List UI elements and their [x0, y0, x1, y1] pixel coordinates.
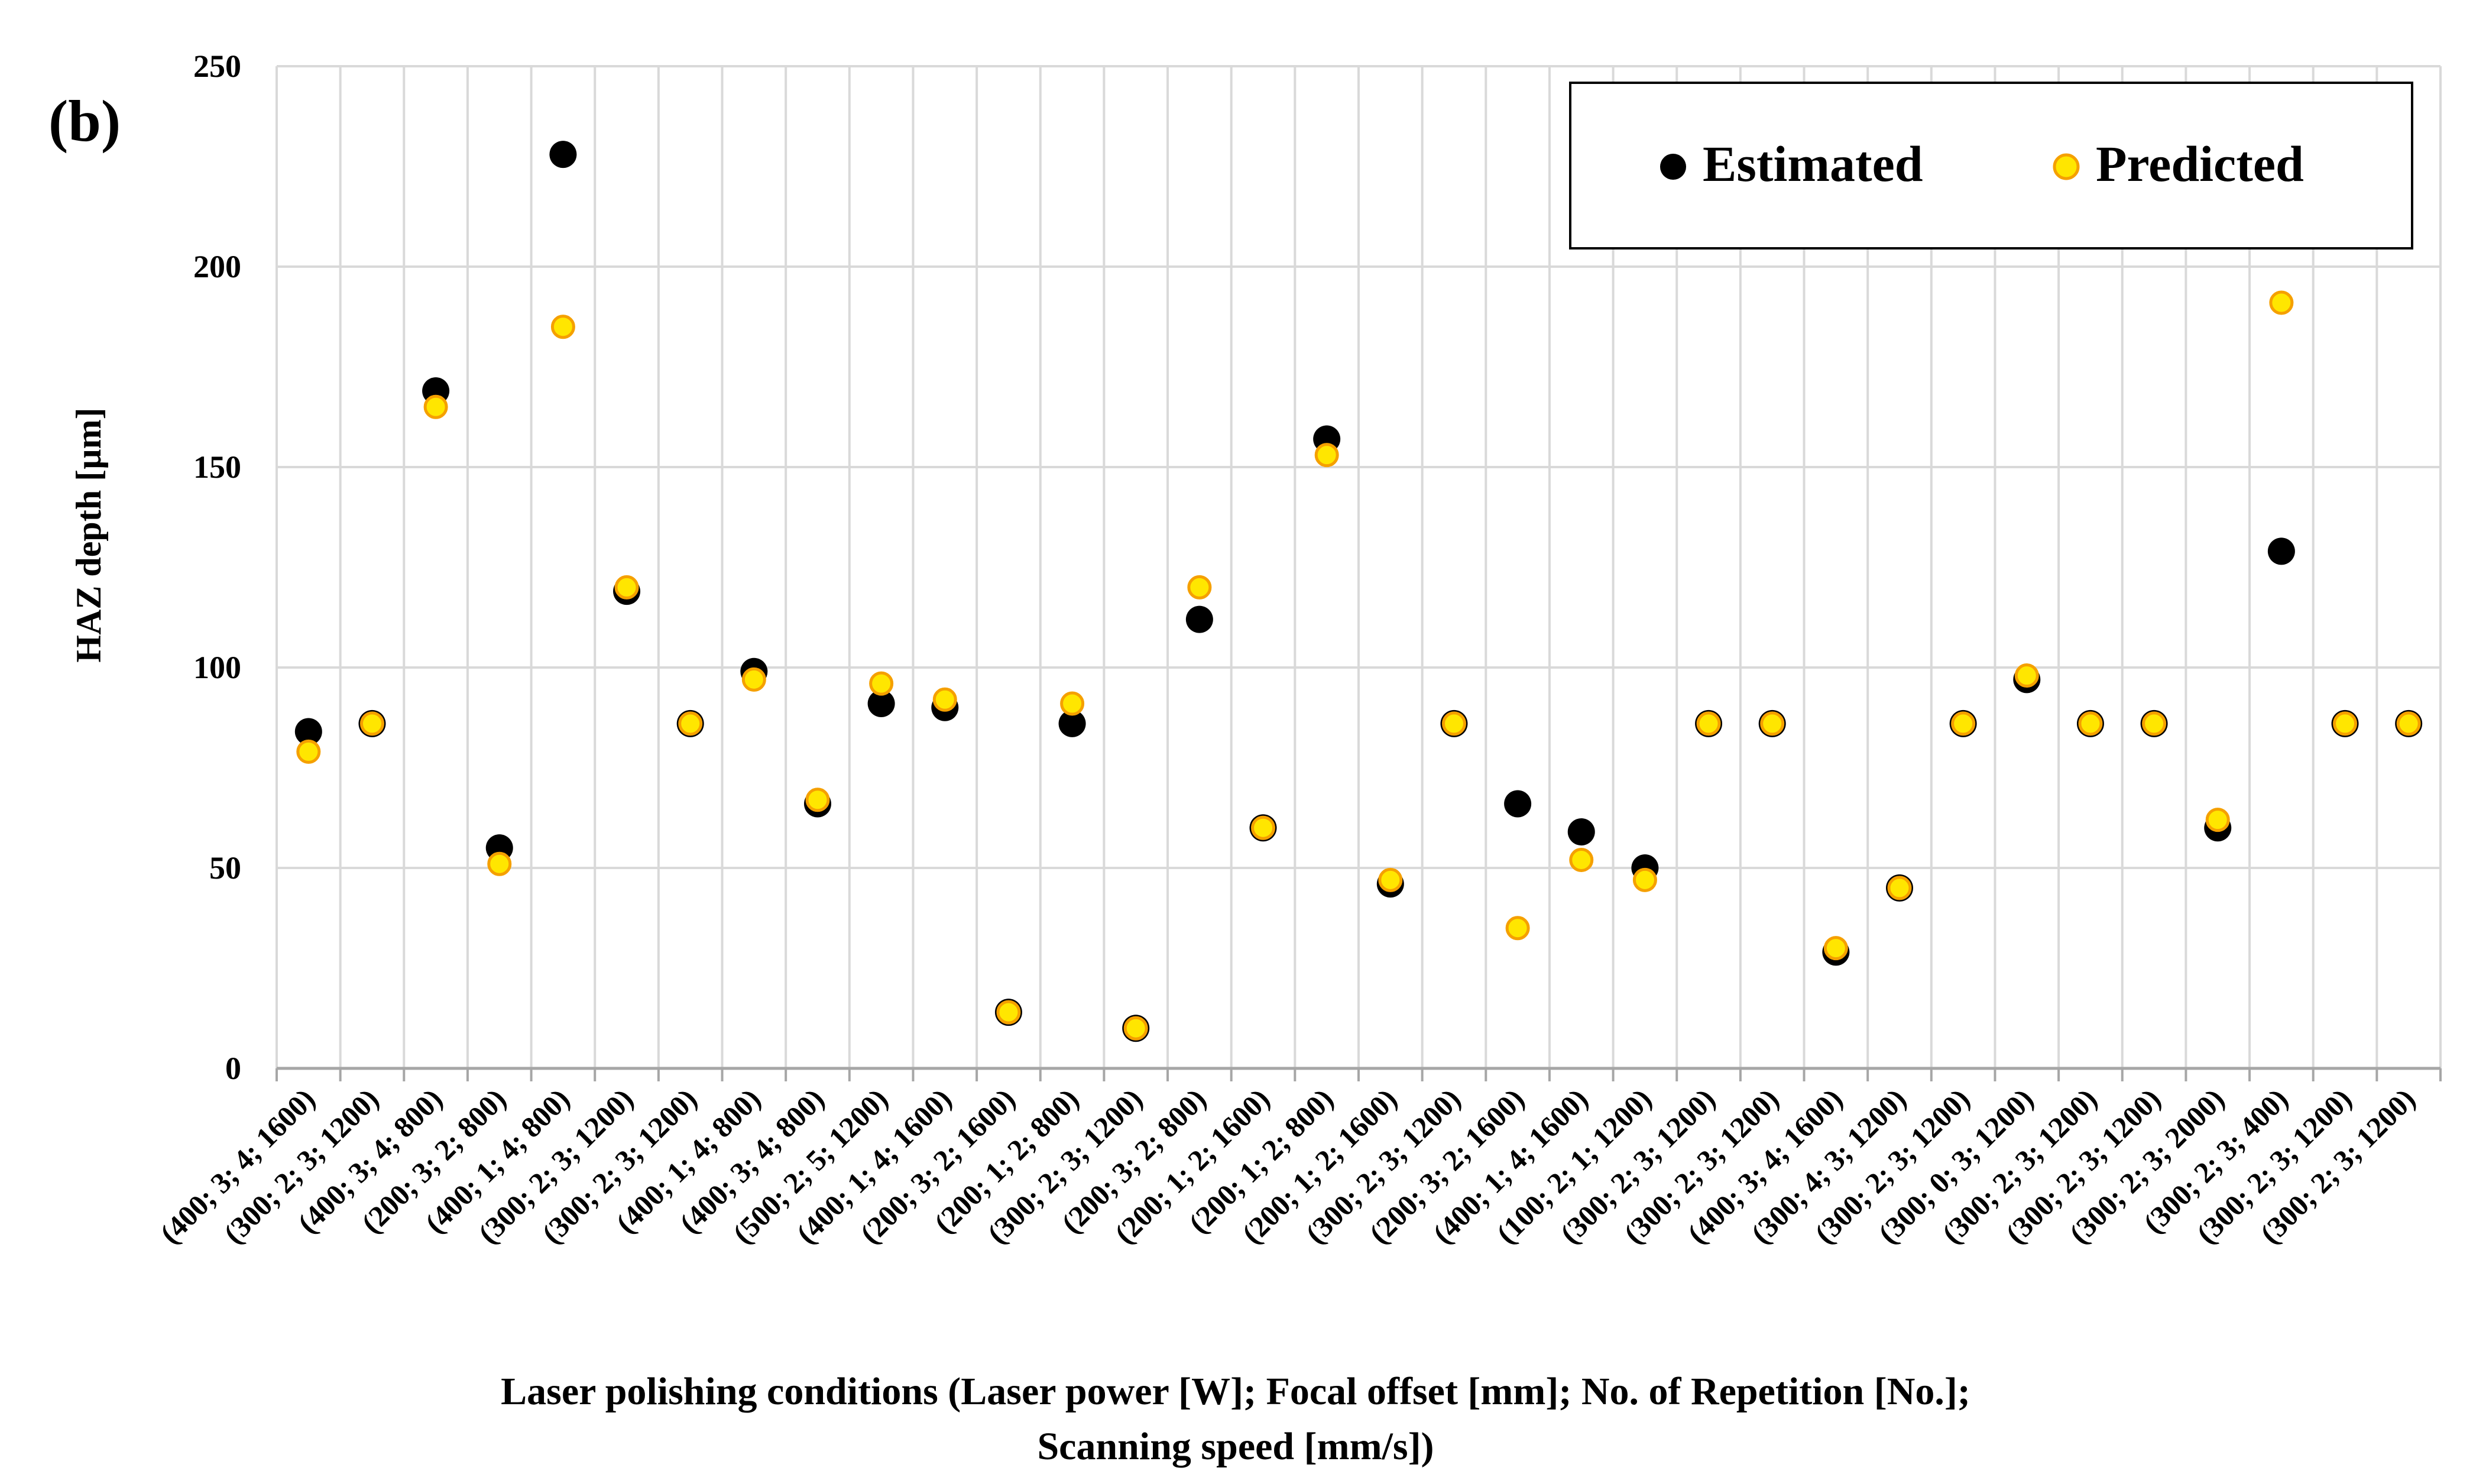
- estimated-point: [1185, 605, 1213, 633]
- estimated-point: [294, 718, 322, 746]
- x-axis-title-line1: Laser polishing conditions (Laser power …: [501, 1370, 1970, 1413]
- legend-marker-estimated: [1660, 154, 1686, 180]
- predicted-point: [487, 851, 512, 876]
- y-tick-label: 0: [225, 1051, 241, 1086]
- predicted-point: [1187, 575, 1212, 600]
- predicted-point: [869, 671, 894, 696]
- predicted-point: [1378, 867, 1403, 892]
- predicted-point: [741, 667, 766, 692]
- predicted-point: [2142, 711, 2167, 736]
- predicted-point: [1951, 711, 1976, 736]
- predicted-point: [1632, 867, 1657, 892]
- y-tick-label: 250: [193, 48, 241, 84]
- predicted-point: [678, 711, 703, 736]
- predicted-point: [296, 739, 321, 764]
- predicted-point: [1696, 711, 1721, 736]
- predicted-point: [996, 1000, 1021, 1025]
- y-tick-labels: 0 50 100 150 200 250: [193, 48, 241, 1086]
- predicted-point: [2269, 290, 2294, 315]
- x-axis-title-line2: Scanning speed [mm/s]): [1037, 1425, 1434, 1468]
- estimated-point: [549, 141, 577, 169]
- x-tick-labels: (400; 3; 4; 1600)(300; 2; 3; 1200)(400; …: [154, 1082, 2422, 1250]
- axis-layer: [276, 1067, 2442, 1081]
- predicted-point: [1887, 876, 1912, 900]
- predicted-point: [1441, 711, 1466, 736]
- predicted-point: [1823, 936, 1848, 961]
- series-predicted: [296, 290, 2421, 1041]
- legend-marker-predicted: [2053, 153, 2080, 180]
- predicted-point: [550, 315, 575, 339]
- predicted-point: [805, 788, 830, 812]
- predicted-point: [2078, 711, 2103, 736]
- predicted-point: [1123, 1016, 1148, 1041]
- estimated-point: [1058, 709, 1086, 737]
- legend: Estimated Predicted: [1569, 82, 2413, 250]
- estimated-point: [2267, 537, 2295, 565]
- y-tick-label: 150: [193, 449, 241, 485]
- predicted-point: [1505, 916, 1530, 941]
- predicted-point: [1569, 847, 1594, 872]
- legend-label-predicted: Predicted: [2096, 135, 2304, 192]
- predicted-point: [359, 711, 384, 736]
- y-tick-label: 50: [209, 850, 241, 886]
- legend-box: [1569, 82, 2413, 250]
- estimated-point: [1504, 790, 1532, 818]
- predicted-point: [2396, 711, 2421, 736]
- predicted-point: [2205, 808, 2230, 832]
- estimated-point: [867, 690, 895, 718]
- predicted-point: [423, 394, 448, 419]
- predicted-point: [1251, 815, 1276, 840]
- legend-label-estimated: Estimated: [1703, 135, 1923, 192]
- grid-layer: [276, 65, 2442, 1068]
- predicted-point: [1760, 711, 1785, 736]
- predicted-point: [932, 687, 957, 712]
- predicted-point: [1314, 443, 1339, 468]
- estimated-point: [1567, 818, 1595, 845]
- y-axis-title: HAZ depth [µm]: [69, 407, 108, 662]
- y-tick-label: 100: [193, 650, 241, 685]
- predicted-point: [2333, 711, 2358, 736]
- panel-label: (b): [48, 88, 121, 154]
- predicted-point: [614, 575, 639, 600]
- predicted-point: [1060, 691, 1085, 716]
- predicted-point: [2014, 663, 2039, 688]
- y-tick-label: 200: [193, 249, 241, 284]
